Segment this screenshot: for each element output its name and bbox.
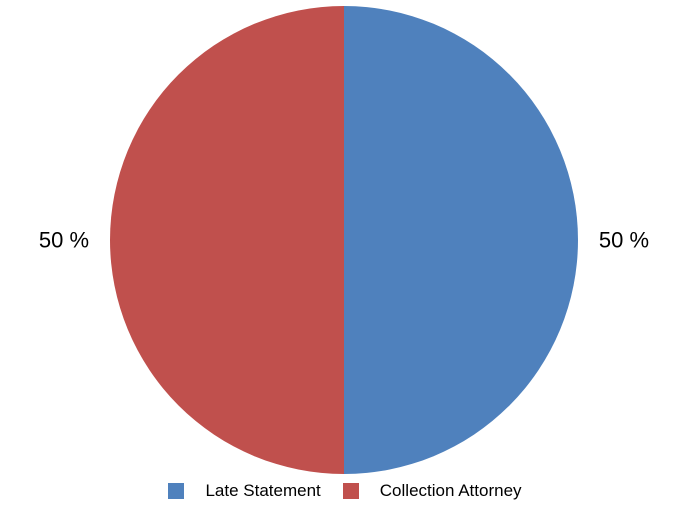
- pie-data-labels: 50 % 50 %: [39, 228, 649, 253]
- pie-slice-late-statement: [344, 6, 578, 474]
- legend-swatch-collection-attorney: [342, 483, 359, 499]
- pie-slice-collection-attorney: [110, 6, 344, 474]
- pie-slices: [110, 6, 578, 474]
- legend-label-collection-attorney: Collection Attorney: [379, 481, 522, 500]
- legend-label-late-statement: Late Statement: [205, 481, 321, 500]
- legend-swatch-late-statement: [168, 483, 185, 499]
- data-label-collection-attorney: 50 %: [39, 228, 89, 253]
- data-label-late-statement: 50 %: [599, 228, 649, 253]
- legend-item-late-statement: Late Statement: [168, 481, 321, 501]
- chart-legend: Late Statement Collection Attorney: [0, 481, 690, 501]
- legend-item-collection-attorney: Collection Attorney: [342, 481, 522, 501]
